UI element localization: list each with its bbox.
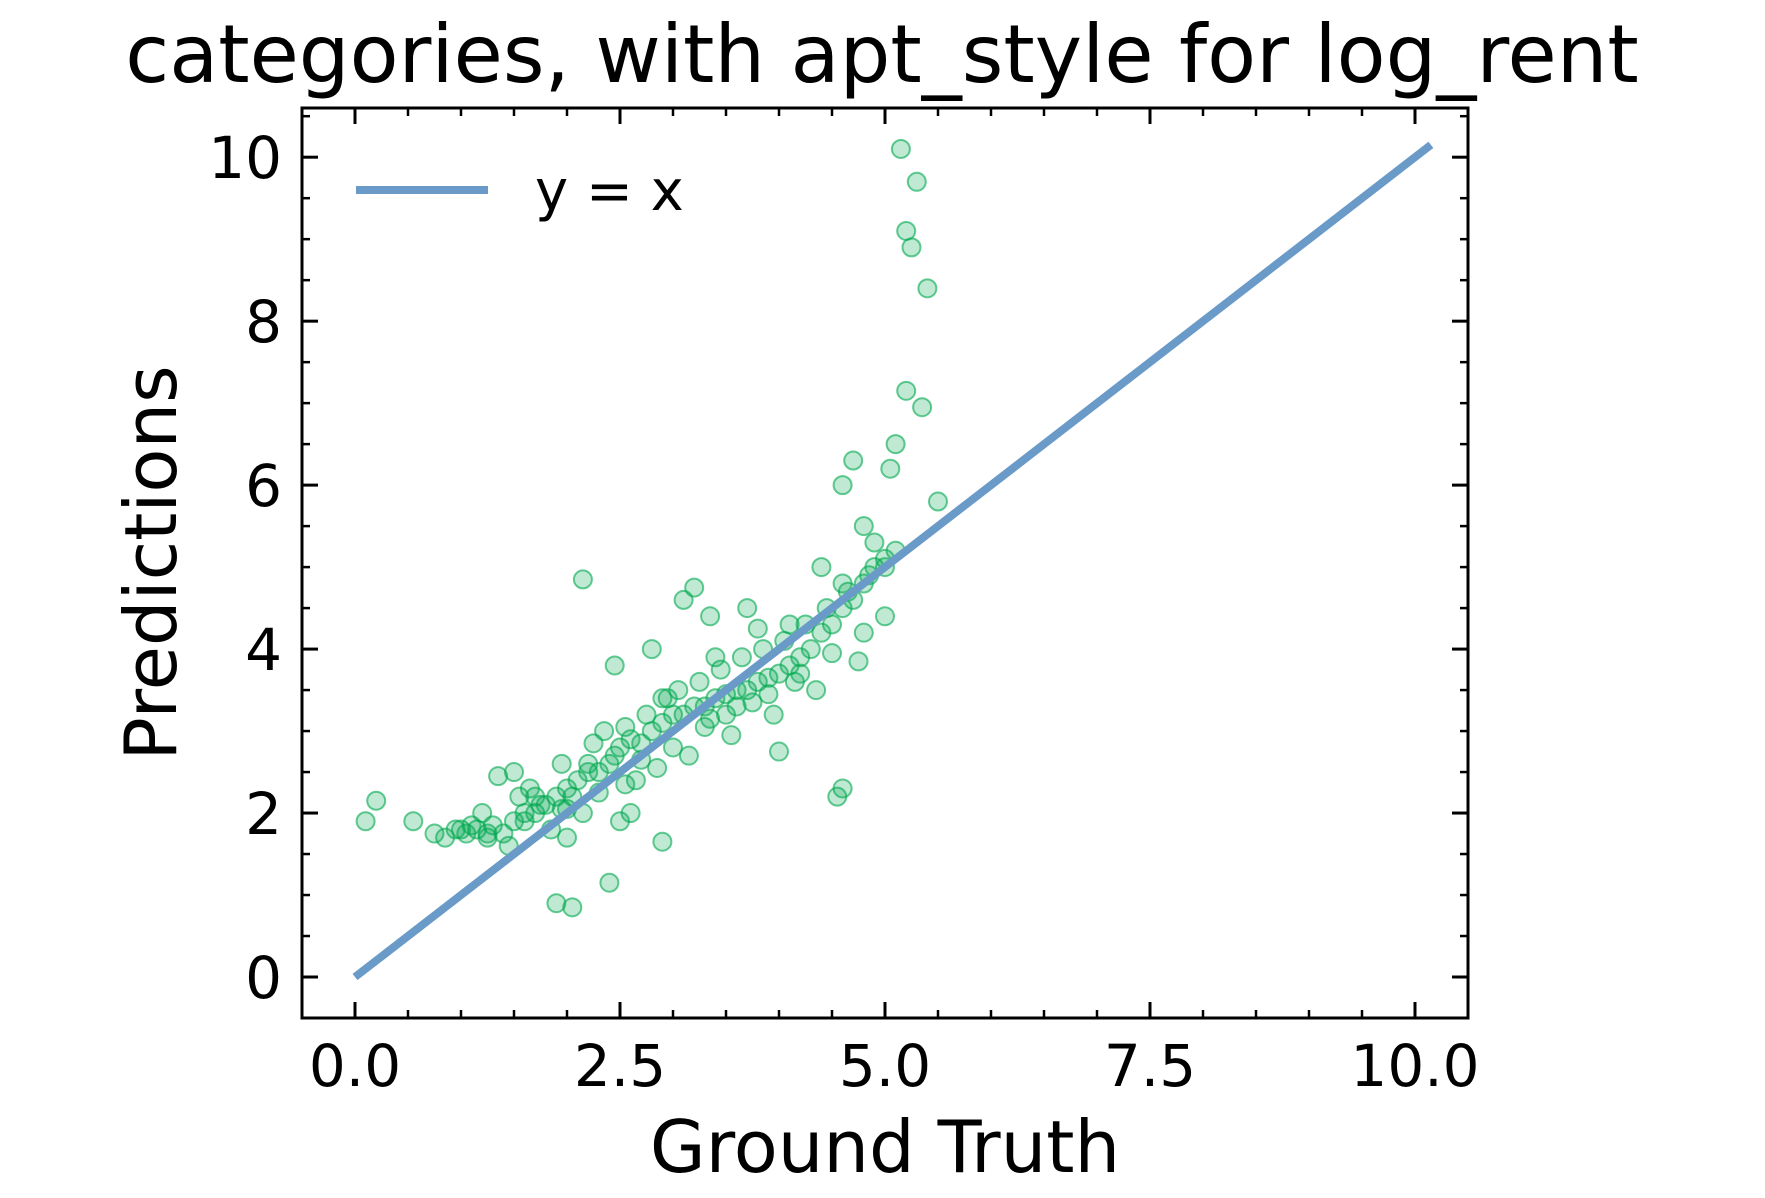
scatter-point: [885, 434, 906, 455]
scatter-point: [705, 647, 726, 668]
scatter-point: [912, 397, 933, 418]
y-tick-label: 0: [245, 944, 282, 1012]
scatter-point: [678, 745, 699, 766]
scatter-point: [853, 622, 874, 643]
scatter-point: [599, 872, 620, 893]
scatter-point: [355, 811, 376, 832]
scatter-point: [906, 171, 927, 192]
scatter-point: [890, 138, 911, 159]
scatter-point: [822, 614, 842, 635]
scatter-point: [488, 766, 509, 787]
scatter-point: [366, 790, 387, 811]
scatter-point: [562, 897, 583, 918]
scatter-point: [594, 721, 615, 742]
scatter-point: [615, 716, 636, 737]
scatter-point: [652, 688, 673, 709]
scatter-point: [737, 598, 758, 619]
x-axis: 0.0 2.5 5.0 7.5 10.0: [309, 108, 1480, 1100]
scatter-point: [641, 639, 662, 660]
y-axis: 0 2 4 6 8 10: [208, 114, 1468, 1012]
scatter-point: [615, 774, 636, 795]
scatter-point: [928, 491, 948, 512]
scatter-point: [663, 737, 683, 758]
x-axis-label: Ground Truth: [650, 1105, 1120, 1189]
scatter-point: [647, 757, 668, 778]
scatter-point: [848, 651, 869, 672]
x-tick-label: 7.5: [1104, 1032, 1196, 1100]
scatter-point: [673, 589, 694, 610]
scatter-point: [880, 458, 901, 479]
scatter-point: [811, 557, 832, 578]
scatter-point: [668, 680, 689, 701]
y-tick-label: 4: [245, 616, 282, 684]
x-tick-label: 5.0: [839, 1032, 931, 1100]
scatter-point: [806, 680, 827, 701]
scatter-point: [742, 692, 763, 713]
scatter-points: [355, 138, 948, 918]
scatter-point: [461, 815, 482, 836]
x-tick-label: 10.0: [1350, 1032, 1479, 1100]
scatter-point: [477, 827, 498, 848]
scatter-point: [620, 729, 641, 750]
scatter-point: [514, 811, 535, 832]
scatter-point: [763, 704, 784, 725]
scatter-point: [604, 655, 625, 676]
scatter-point: [557, 827, 577, 848]
y-axis-label: Predictions: [109, 365, 193, 760]
scatter-point: [620, 803, 641, 824]
scatter-point: [525, 786, 546, 807]
legend-label: y = x: [535, 159, 684, 224]
scatter-point: [832, 573, 853, 594]
scatter-point: [747, 618, 768, 639]
scatter-point: [917, 278, 938, 299]
series-line-y-equals-x: [352, 141, 1434, 981]
scatter-point: [451, 819, 471, 840]
scatter-point: [875, 606, 895, 627]
scatter-point: [832, 778, 853, 799]
scatter-point: [424, 823, 445, 844]
scatter-point: [689, 671, 710, 692]
y-tick-label: 6: [245, 452, 282, 520]
scatter-point: [636, 704, 657, 725]
scatter-point: [800, 639, 821, 660]
scatter-point: [758, 667, 779, 688]
scatter-point: [896, 220, 917, 241]
scatter-point: [700, 606, 721, 627]
scatter-point: [769, 741, 789, 762]
scatter-point: [551, 753, 572, 774]
scatter-point: [832, 475, 853, 496]
scatter-point: [625, 770, 646, 791]
series-lines: [352, 141, 1434, 981]
scatter-point: [896, 380, 917, 401]
scatter-point: [652, 831, 673, 852]
scatter-point: [779, 614, 800, 635]
scatter-point: [784, 671, 805, 692]
scatter-point: [700, 708, 721, 729]
scatter-point: [721, 725, 742, 746]
x-tick-label: 0.0: [309, 1032, 401, 1100]
scatter-point: [710, 659, 731, 680]
scatter-point: [901, 237, 922, 258]
y-tick-label: 8: [245, 288, 282, 356]
y-tick-label: 2: [245, 780, 282, 848]
scatter-point: [572, 569, 593, 590]
chart-title: categories, with apt_style for log_rent: [125, 8, 1639, 101]
scatter-point: [731, 647, 752, 668]
scatter-point: [864, 532, 885, 553]
scatter-point: [578, 753, 599, 774]
y-tick-label: 10: [208, 124, 282, 192]
scatter-point: [758, 684, 779, 705]
scatter-point: [853, 516, 874, 537]
legend: y = x: [356, 159, 684, 224]
scatter-point: [822, 643, 842, 664]
scatter-point: [403, 811, 424, 832]
x-tick-label: 2.5: [574, 1032, 666, 1100]
scatter-point: [843, 450, 864, 471]
